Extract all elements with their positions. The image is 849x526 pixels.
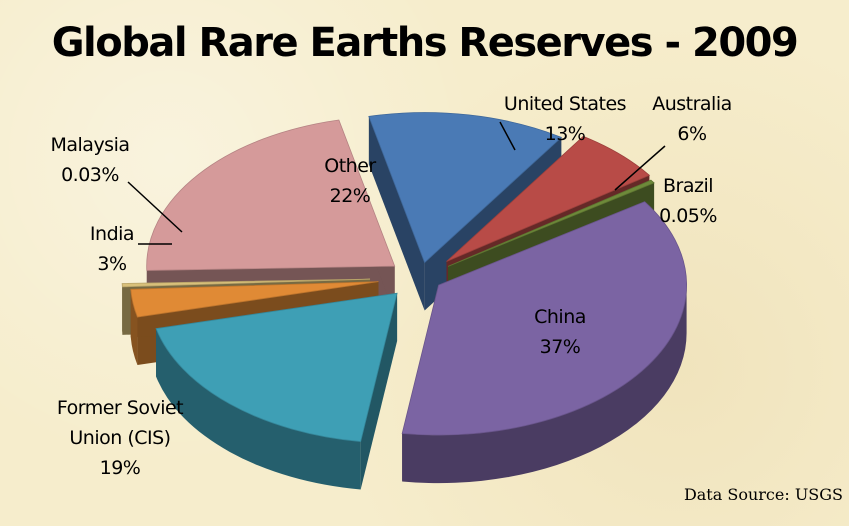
- slice-china: [401, 201, 687, 484]
- slice-top: [446, 135, 651, 262]
- slice-label-line: Brazil: [663, 175, 713, 197]
- slice-label-line: 0.03%: [61, 164, 119, 186]
- slice-label-line: India: [90, 223, 134, 245]
- slice-label-line: 3%: [97, 253, 126, 275]
- slice-wall: [368, 116, 425, 311]
- slice-label-line: Australia: [652, 93, 732, 115]
- slice-top: [121, 278, 371, 288]
- slice-label-line: United States: [504, 93, 626, 115]
- leader-line: [614, 145, 666, 191]
- slice-top: [401, 201, 687, 436]
- slice-top: [155, 292, 398, 442]
- slice-label-line: 19%: [100, 457, 141, 479]
- slice-label: Former Soviet Union (CIS) 19%: [57, 397, 183, 479]
- slice-label-line: 0.05%: [659, 205, 717, 227]
- slice-top: [447, 179, 655, 267]
- slice-label: Brazil 0.05%: [659, 175, 717, 227]
- slice-label: Australia 6%: [652, 93, 732, 145]
- leader-line: [499, 121, 516, 151]
- slice-label-line: Union (CIS): [69, 427, 170, 449]
- slice-labels: United States 13% Australia 6% Brazil 0.05% Ch…: [50, 93, 732, 479]
- slice-label: India 3%: [90, 223, 134, 275]
- slice-label: United States 13%: [504, 93, 626, 145]
- slice-label-line: Malaysia: [50, 134, 129, 156]
- leader-line: [127, 181, 183, 233]
- slice-label-line: China: [534, 306, 586, 328]
- pie-slices: [121, 112, 687, 490]
- slice-rim: [402, 285, 687, 484]
- slice-former-soviet-union-cis: [155, 292, 398, 490]
- slice-top: [146, 119, 396, 271]
- slice-label: Malaysia 0.03%: [50, 134, 129, 186]
- slice-label-line: 6%: [677, 123, 706, 145]
- slice-label: China 37%: [534, 306, 586, 358]
- chart-title: Global Rare Earths Reserves - 2009: [51, 20, 799, 66]
- slice-top: [130, 281, 379, 318]
- slice-label-line: Other: [324, 155, 376, 177]
- slice-label: Other 22%: [324, 155, 376, 207]
- slice-rim: [156, 328, 361, 490]
- slice-label-line: 13%: [545, 123, 586, 145]
- slice-rim: [130, 289, 138, 366]
- slice-label-line: 22%: [330, 185, 371, 207]
- data-source-note: Data Source: USGS: [683, 485, 843, 504]
- leader-lines: [127, 121, 666, 245]
- slice-top: [368, 112, 563, 264]
- slice-label-line: 37%: [540, 336, 581, 358]
- slice-label-line: Former Soviet: [57, 397, 183, 419]
